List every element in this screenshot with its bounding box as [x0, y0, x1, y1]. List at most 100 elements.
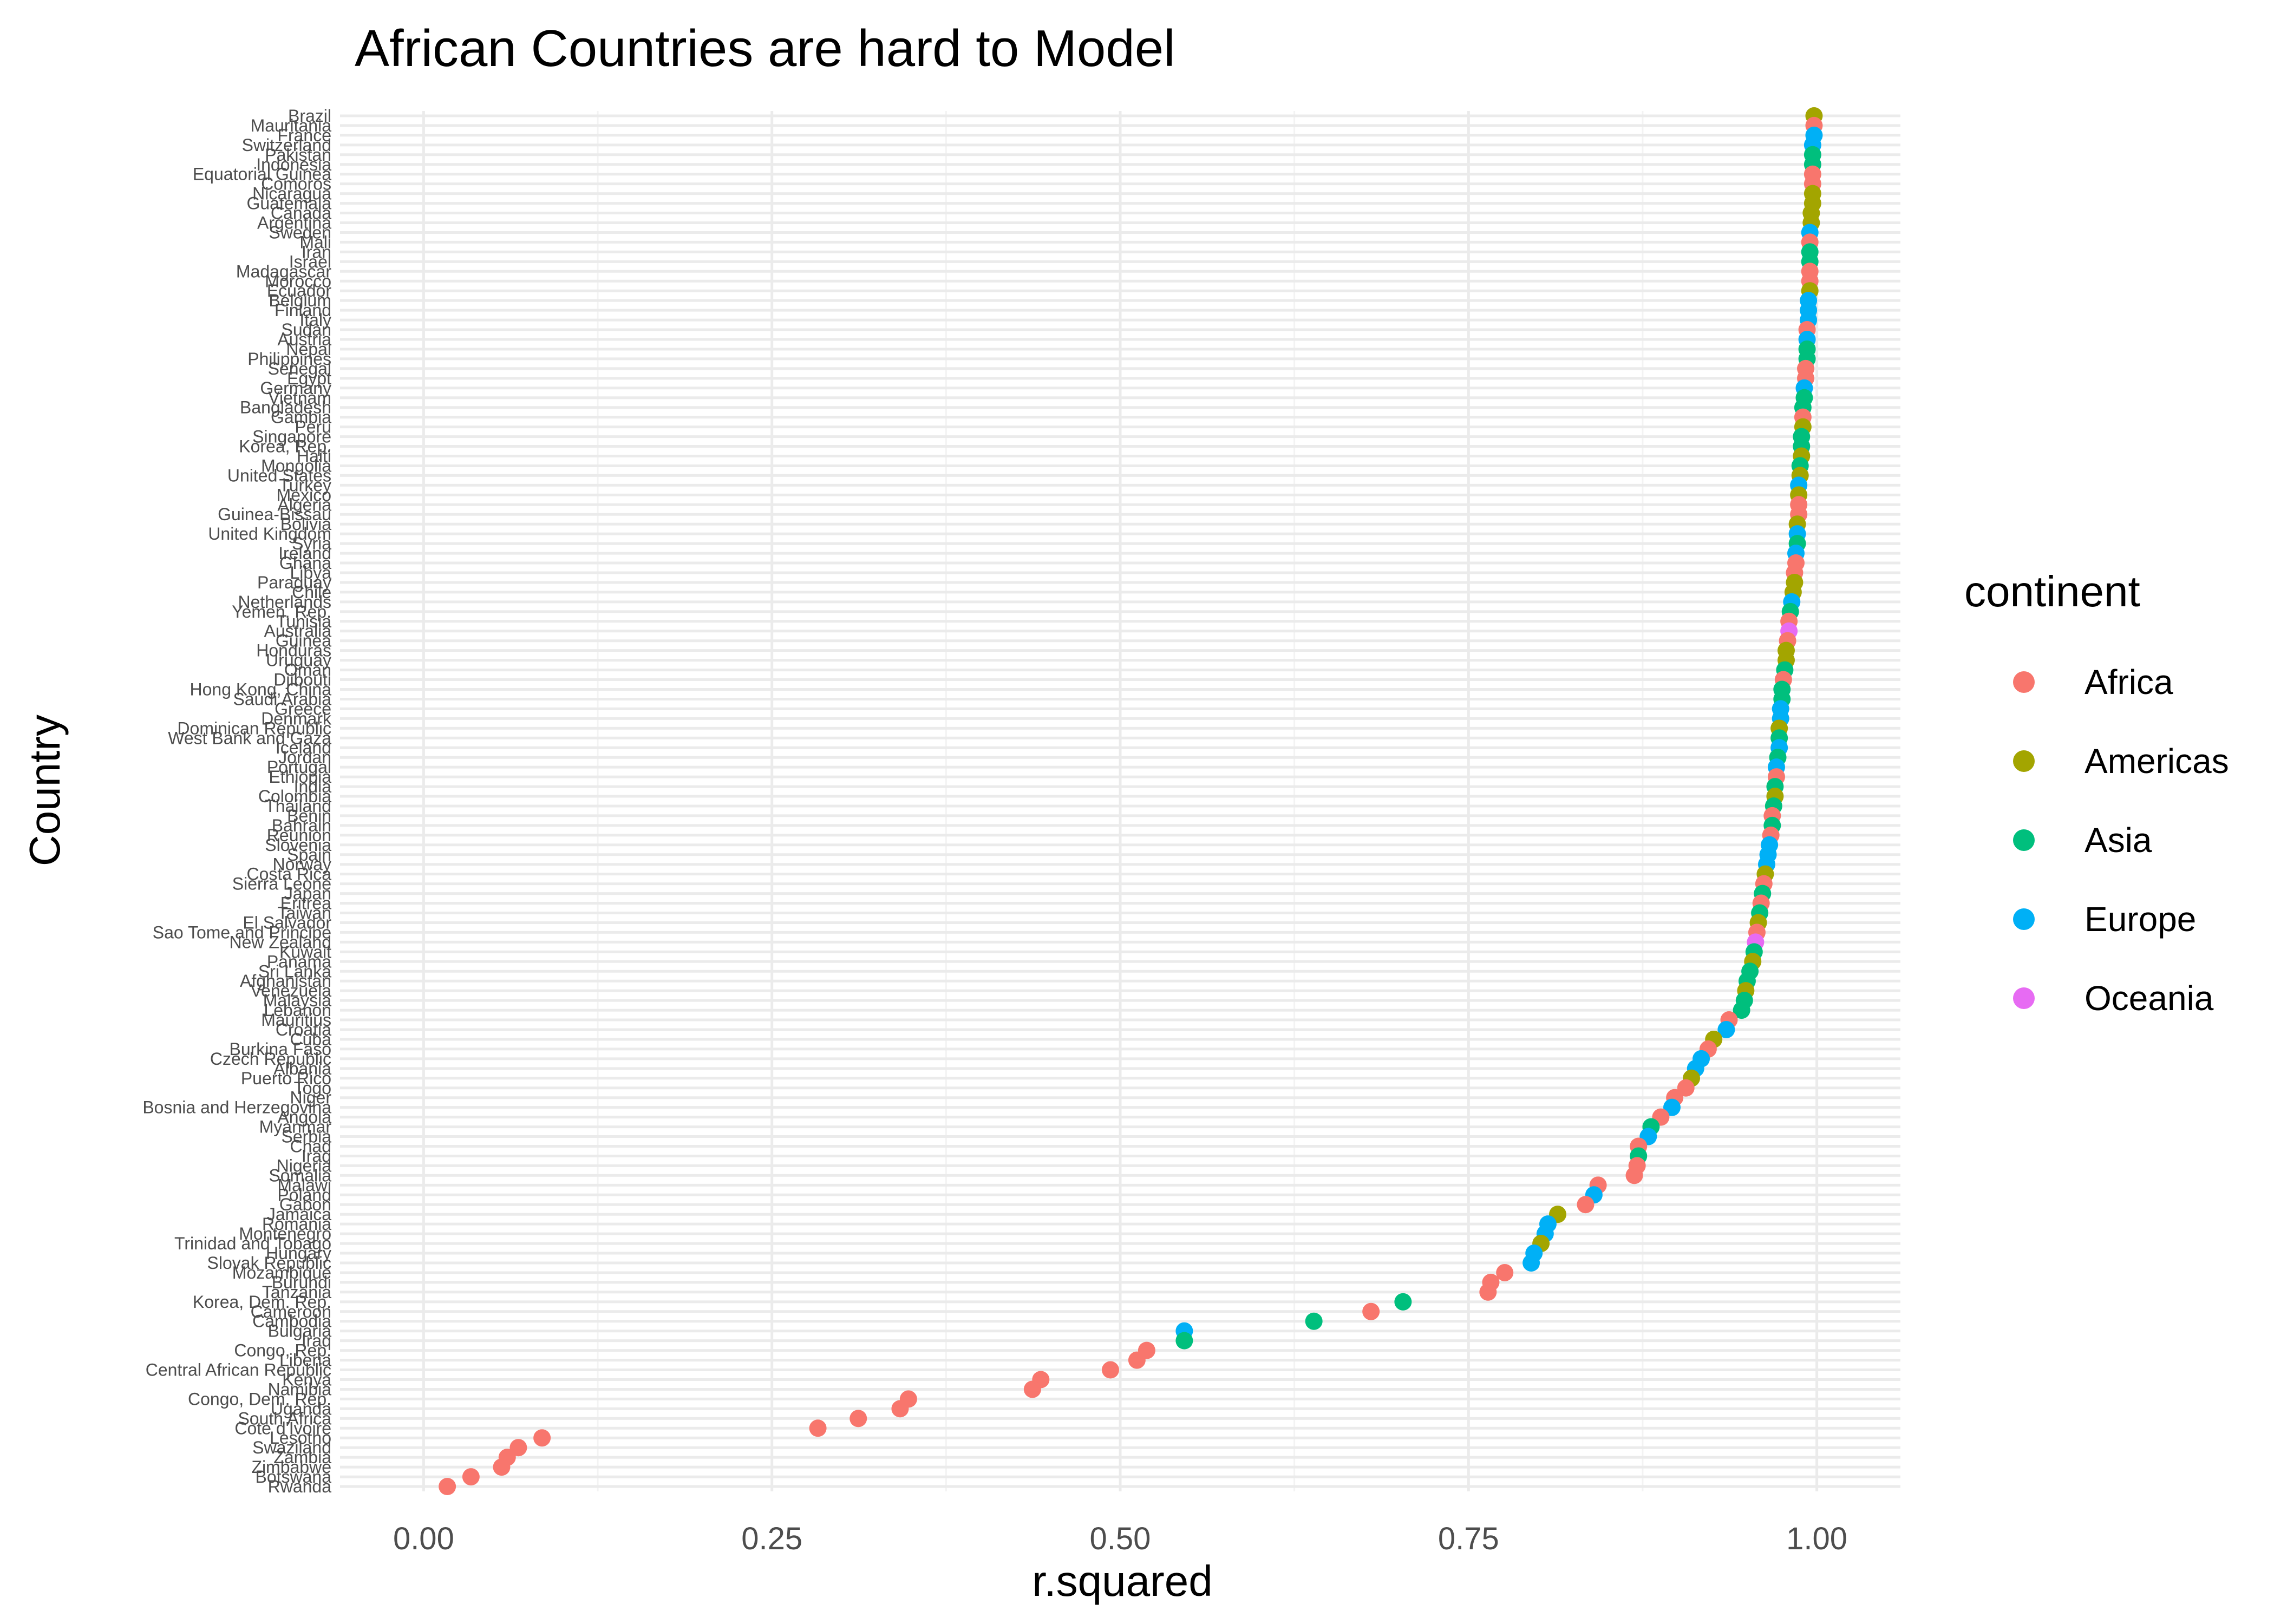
y-tick-label: Turkey: [279, 475, 331, 495]
data-point: [1023, 1380, 1041, 1398]
y-tick-label: Algeria: [277, 495, 331, 514]
y-tick-label: Uruguay: [266, 651, 331, 670]
y-tick-label: Mauritania: [251, 116, 332, 135]
chart-title: African Countries are hard to Model: [355, 19, 1175, 77]
data-point: [1305, 1312, 1323, 1330]
y-tick-label: Zambia: [273, 1448, 331, 1467]
data-point: [533, 1429, 551, 1447]
legend-key: [2013, 987, 2035, 1009]
y-tick-label: Dominican Republic: [177, 718, 331, 738]
y-tick-label: Brazil: [288, 106, 331, 126]
y-tick-label: Korea, Rep.: [239, 437, 331, 456]
y-tick-label: Cuba: [290, 1030, 332, 1049]
data-point: [1175, 1332, 1193, 1350]
y-tick-label: Mali: [299, 232, 331, 252]
y-tick-label: Reunion: [267, 826, 331, 845]
legend-key: [2013, 908, 2035, 930]
y-tick-label: Spain: [287, 845, 331, 865]
y-tick-label: Equatorial Guinea: [193, 165, 331, 184]
y-tick-label: Cote d'Ivoire: [234, 1418, 331, 1438]
y-tick-label: Botswana: [255, 1467, 331, 1487]
y-tick-label: Libya: [290, 563, 332, 582]
y-tick-label: Switzerland: [242, 135, 331, 155]
legend-label: Africa: [2084, 663, 2173, 702]
data-point: [1717, 1021, 1735, 1039]
y-tick-label: Taiwan: [277, 903, 331, 923]
grid: [340, 111, 1900, 1491]
y-tick-label: Vietnam: [268, 388, 331, 408]
data-point: [1625, 1167, 1643, 1184]
data-point: [1479, 1283, 1497, 1301]
y-tick-label: Canada: [271, 204, 331, 223]
y-tick-label: Albania: [273, 1059, 331, 1078]
y-tick-label: Bosnia and Herzegovina: [142, 1098, 331, 1117]
data-point: [891, 1400, 909, 1418]
x-tick-label: 0.25: [741, 1521, 802, 1556]
y-tick-label: Zimbabwe: [251, 1457, 331, 1477]
y-tick-label: Yemen, Rep.: [232, 602, 331, 621]
y-tick-label: Cameroon: [251, 1302, 331, 1321]
y-tick-label: United Kingdom: [208, 524, 331, 543]
y-tick-label: Peru: [295, 417, 331, 437]
y-tick-label: Guinea-Bissau: [218, 505, 331, 524]
legend-title: continent: [1964, 567, 2140, 615]
y-tick-label: Sweden: [269, 222, 331, 242]
y-tick-label: India: [294, 777, 332, 796]
y-tick-label: Greece: [275, 699, 331, 718]
y-tick-label: France: [277, 126, 331, 145]
data-point: [493, 1458, 511, 1476]
y-tick-label: West Bank and Gaza: [168, 728, 331, 748]
y-tick-label: Sao Tome and Principe: [153, 922, 331, 942]
y-tick-label: Bahrain: [272, 816, 331, 835]
y-tick-label: Finland: [275, 300, 331, 320]
y-tick-label: Myanmar: [259, 1117, 332, 1137]
y-tick-label: Nicaragua: [252, 184, 331, 204]
y-tick-label: Norway: [273, 855, 331, 874]
y-tick-label: Sri Lanka: [258, 961, 331, 981]
y-tick-label: Bulgaria: [268, 1321, 332, 1341]
data-point: [439, 1478, 456, 1496]
legend-entries: Africa Americas Asia Europe Oceania: [2013, 663, 2229, 1018]
y-tick-label: Kenya: [282, 1370, 331, 1389]
data-point: [1362, 1302, 1380, 1320]
y-tick-label: Oman: [284, 660, 331, 680]
y-tick-label: Somalia: [269, 1165, 331, 1185]
y-tick-label: Sierra Leone: [232, 874, 331, 894]
y-tick-label: Montenegro: [239, 1224, 331, 1243]
data-point: [1733, 1001, 1750, 1019]
y-tick-label: Chile: [292, 582, 331, 602]
y-tick-label: Japan: [284, 884, 331, 903]
y-tick-label: Iceland: [276, 738, 331, 757]
legend-label: Americas: [2084, 742, 2229, 781]
y-tick-label: Madagascar: [236, 261, 331, 281]
y-tick-label: Malawi: [277, 1175, 331, 1195]
y-tick-label: Comoros: [261, 174, 331, 194]
y-tick-label: Burkina Faso: [229, 1039, 331, 1059]
data-point: [1577, 1196, 1595, 1214]
y-tick-label: Costa Rica: [247, 865, 332, 884]
y-tick-label: Uganda: [271, 1399, 331, 1418]
y-tick-label: Hong Kong, China: [190, 679, 331, 699]
y-tick-label: Austria: [277, 330, 331, 349]
y-tick-label: Liberia: [279, 1351, 331, 1370]
y-tick-label: Slovenia: [265, 835, 331, 855]
legend-label: Oceania: [2084, 979, 2214, 1018]
y-tick-label: Argentina: [257, 213, 331, 233]
data-point: [1522, 1254, 1540, 1272]
y-tick-label: Tunisia: [276, 612, 331, 631]
y-tick-label: El Salvador: [243, 913, 331, 932]
y-tick-label: Poland: [277, 1185, 331, 1204]
legend: continent Africa Americas Asia Europe Oceani…: [1964, 567, 2229, 1018]
y-tick-label: Belgium: [269, 291, 331, 310]
y-tick-label: Congo, Dem. Rep.: [188, 1389, 331, 1409]
x-tick-label: 0.50: [1090, 1521, 1151, 1556]
data-point: [1101, 1361, 1119, 1379]
y-tick-label: Philippines: [247, 349, 331, 369]
y-tick-label: Egypt: [287, 369, 331, 388]
y-tick-label: United States: [227, 466, 331, 485]
y-tick-label: Netherlands: [238, 592, 331, 612]
y-tick-label: Czech Republic: [210, 1049, 331, 1069]
y-tick-label: Djibouti: [273, 670, 331, 690]
y-tick-label: Niger: [290, 1088, 332, 1108]
